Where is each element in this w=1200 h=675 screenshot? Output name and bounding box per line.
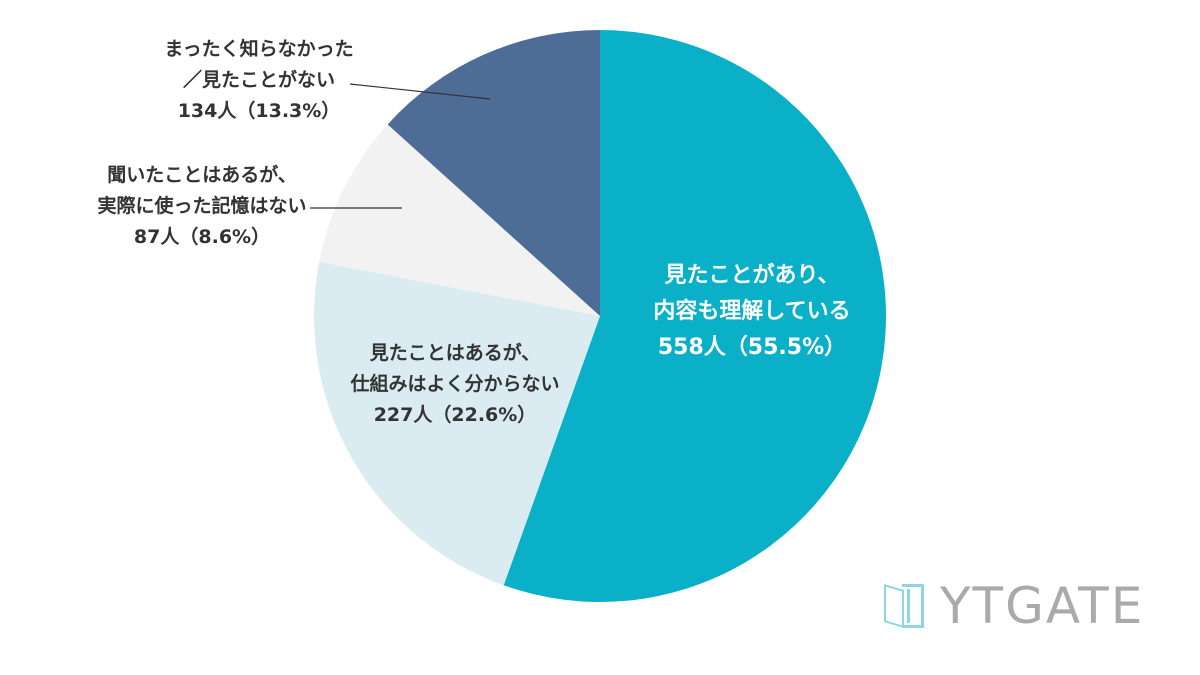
leader-line-never-seen (349, 83, 491, 100)
logo-wordmark: YTGATE (940, 577, 1145, 635)
pie-slices (313, 30, 887, 602)
door-logo-icon (884, 584, 924, 628)
slice-label-never-seen: まったく知らなかった ／見たことがない 134人（13.3%） (146, 34, 372, 127)
pie-slice-understood (503, 30, 887, 602)
slice-label-line: 内容も理解している (653, 299, 851, 324)
slice-label-line: 見たことがあり、 (664, 263, 840, 288)
leader-lines (310, 83, 491, 209)
slice-label-not-understood: 見たことはあるが、 仕組みはよく分からない 227人（22.6%） (330, 338, 580, 431)
slice-value-line: 134人（13.3%） (146, 96, 372, 127)
slice-count: 87人 (133, 226, 180, 248)
slice-count: 227人 (373, 404, 433, 426)
pie-slice-heard-not-used (319, 124, 600, 316)
slice-percent: （13.3%） (236, 100, 341, 122)
slice-percent: （22.6%） (432, 404, 537, 426)
slice-label-line: ／見たことがない (182, 69, 335, 91)
pie-slice-never-seen (387, 30, 600, 316)
slice-count: 134人 (177, 100, 237, 122)
slice-value-line: 558人（55.5%） (632, 330, 872, 366)
slice-label-understood: 見たことがあり、 内容も理解している 558人（55.5%） (632, 258, 872, 366)
slice-label-line: 聞いたことはあるが、 (107, 164, 297, 186)
slice-value-line: 87人（8.6%） (76, 222, 328, 253)
slice-label-line: 見たことはあるが、 (369, 342, 541, 364)
slice-label-line: まったく知らなかった (164, 38, 354, 60)
slice-count: 558人 (657, 335, 726, 360)
slice-label-line: 仕組みはよく分からない (350, 373, 560, 395)
slice-label-heard-not-used: 聞いたことはあるが、 実際に使った記憶はない 87人（8.6%） (76, 160, 328, 253)
slice-value-line: 227人（22.6%） (330, 400, 580, 431)
slice-label-line: 実際に使った記憶はない (97, 195, 307, 217)
slice-percent: （8.6%） (179, 226, 271, 248)
slice-percent: （55.5%） (725, 335, 847, 360)
ytgate-logo: YTGATE (878, 578, 1178, 634)
pie-slice-not-understood (313, 261, 600, 586)
